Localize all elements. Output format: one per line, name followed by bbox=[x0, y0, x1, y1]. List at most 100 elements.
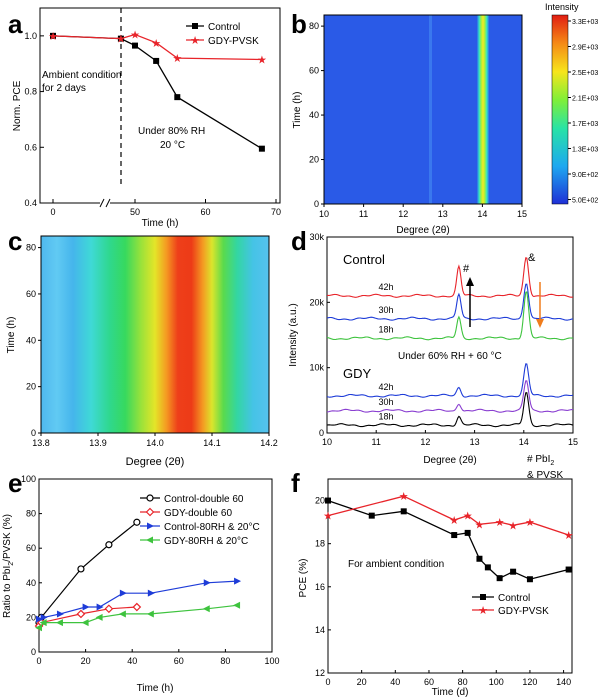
data-point bbox=[118, 610, 126, 618]
y-tick-label: 0 bbox=[31, 428, 36, 438]
data-point bbox=[133, 518, 141, 526]
y-tick-label: 40 bbox=[26, 578, 36, 588]
y-tick-label: 20 bbox=[309, 155, 319, 165]
pbi2-marker: # bbox=[463, 263, 470, 275]
plot-frame bbox=[39, 7, 281, 204]
x-tick-label: 14.2 bbox=[260, 438, 278, 448]
data-point bbox=[174, 94, 181, 101]
data-point bbox=[132, 42, 138, 49]
legend-marker bbox=[146, 536, 153, 544]
legend-label: Control-double 60 bbox=[164, 494, 244, 505]
data-point bbox=[56, 610, 64, 618]
data-point bbox=[464, 529, 471, 536]
x-tick-label: 50 bbox=[130, 207, 140, 217]
y-tick-label: 10k bbox=[309, 363, 324, 373]
colorbar-label: 3.3E+03 bbox=[572, 19, 598, 26]
y-tick-label: 100 bbox=[21, 474, 36, 484]
data-point bbox=[105, 541, 113, 549]
data-point bbox=[203, 579, 211, 587]
x-tick-label: 80 bbox=[458, 677, 468, 687]
xrd-trace-gdy-30h bbox=[326, 380, 574, 413]
y-tick-label: 20 bbox=[315, 496, 325, 506]
x-tick-label: 14.0 bbox=[146, 438, 164, 448]
y-tick-label: 80 bbox=[26, 509, 36, 519]
data-point: ★ bbox=[564, 530, 574, 542]
data-point bbox=[55, 619, 63, 627]
panel-b-chart: 10 11 12 13 14 15 0 20 40 60 80 Degree (2θ) Time (… bbox=[292, 2, 598, 236]
data-point: ★ bbox=[449, 515, 459, 527]
data-point: ★ bbox=[151, 38, 161, 50]
y-axis-label: PCE (%) bbox=[298, 559, 309, 598]
y-tick-label: 0 bbox=[31, 647, 36, 657]
x-tick-label: 0 bbox=[325, 677, 330, 687]
x-tick-label: 70 bbox=[271, 207, 281, 217]
x-tick-label: 14.1 bbox=[203, 438, 221, 448]
x-axis-label: Degree (2θ) bbox=[396, 225, 449, 236]
legend-label-gdy: GDY-PVSK bbox=[498, 606, 549, 617]
x-tick-label: 120 bbox=[522, 677, 537, 687]
data-point: ★ bbox=[495, 517, 505, 529]
xrd-trace-control-42h bbox=[327, 257, 574, 298]
x-tick-label: 13 bbox=[438, 209, 448, 219]
trace-label: 30h bbox=[379, 305, 394, 315]
x-tick-label: 13.8 bbox=[32, 438, 50, 448]
panel-label-d: d bbox=[291, 226, 307, 256]
y-tick-label: 20 bbox=[26, 612, 36, 622]
trace-label: 42h bbox=[379, 382, 394, 392]
y-tick-label: 14 bbox=[315, 625, 325, 635]
colorbar-title: Intensity bbox=[545, 2, 579, 12]
x-tick-label: 11 bbox=[359, 209, 368, 219]
x-tick-label: 140 bbox=[556, 677, 571, 687]
data-point bbox=[81, 619, 89, 627]
x-tick-label: 13 bbox=[470, 437, 480, 447]
data-point bbox=[510, 568, 517, 575]
data-point bbox=[77, 565, 85, 573]
x-tick-label: 12 bbox=[420, 437, 430, 447]
y-tick-label: 20 bbox=[26, 382, 36, 392]
data-point bbox=[147, 589, 155, 597]
x-tick-label: 10 bbox=[322, 437, 332, 447]
x-tick-label: 80 bbox=[220, 656, 230, 666]
xrd-trace-control-30h bbox=[326, 283, 574, 321]
x-tick-label: 14 bbox=[477, 209, 487, 219]
colorbar-label: 1.7E+03 bbox=[572, 121, 598, 128]
xrd-trace-control-18h bbox=[326, 291, 574, 341]
x-tick-label: 60 bbox=[424, 677, 434, 687]
data-point bbox=[95, 613, 103, 621]
x-tick-label: 13.9 bbox=[89, 438, 107, 448]
annotation: Under 80% RH bbox=[138, 126, 205, 137]
data-point: ★ bbox=[399, 491, 409, 503]
data-point bbox=[76, 609, 86, 619]
series-line-gdy bbox=[52, 33, 262, 61]
legend-label: GDY-80RH & 20°C bbox=[164, 536, 248, 547]
data-point: ★ bbox=[116, 34, 126, 46]
data-point: ★ bbox=[130, 29, 140, 41]
data-point bbox=[368, 512, 375, 519]
heatmap-peak-main bbox=[477, 15, 489, 204]
data-point bbox=[132, 602, 142, 612]
colorbar-label: 1.3E+03 bbox=[572, 147, 598, 154]
colorbar-label: 2.9E+03 bbox=[572, 45, 598, 52]
y-tick-label: 60 bbox=[26, 289, 36, 299]
y-tick-label: 18 bbox=[315, 539, 325, 549]
x-tick-label: 20 bbox=[81, 656, 91, 666]
data-point: ★ bbox=[48, 31, 58, 43]
data-point bbox=[96, 603, 104, 611]
y-tick-label: 0.6 bbox=[24, 142, 37, 152]
data-point bbox=[234, 577, 242, 585]
x-tick-label: 20 bbox=[357, 677, 367, 687]
data-point bbox=[484, 564, 491, 571]
data-point: ★ bbox=[525, 517, 535, 529]
panel-label-c: c bbox=[8, 226, 22, 256]
y-axis-label: Ratio to PbI2/PVSK (%) bbox=[2, 514, 15, 618]
heatmap-background bbox=[324, 15, 522, 204]
legend-note-pbi2: # PbI2 bbox=[527, 454, 554, 467]
data-point bbox=[476, 555, 483, 562]
x-tick-label: 15 bbox=[568, 437, 578, 447]
x-tick-label: 100 bbox=[264, 656, 279, 666]
panel-d-chart: 10 11 12 13 14 15 0 10k 20k 30k 42h 30h 18h 42h 30h 18… bbox=[288, 232, 578, 481]
y-tick-label: 0 bbox=[319, 428, 324, 438]
x-tick-label: 15 bbox=[517, 209, 527, 219]
axis-break-mark bbox=[99, 198, 105, 208]
